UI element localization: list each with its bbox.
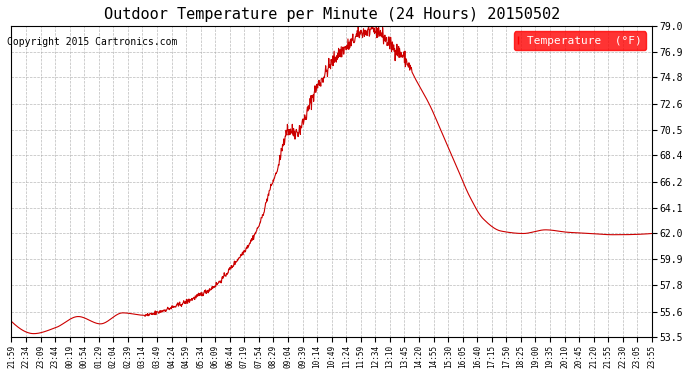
Title: Outdoor Temperature per Minute (24 Hours) 20150502: Outdoor Temperature per Minute (24 Hours…: [104, 7, 560, 22]
Text: Copyright 2015 Cartronics.com: Copyright 2015 Cartronics.com: [7, 37, 177, 47]
Legend: Temperature  (°F): Temperature (°F): [514, 32, 647, 50]
